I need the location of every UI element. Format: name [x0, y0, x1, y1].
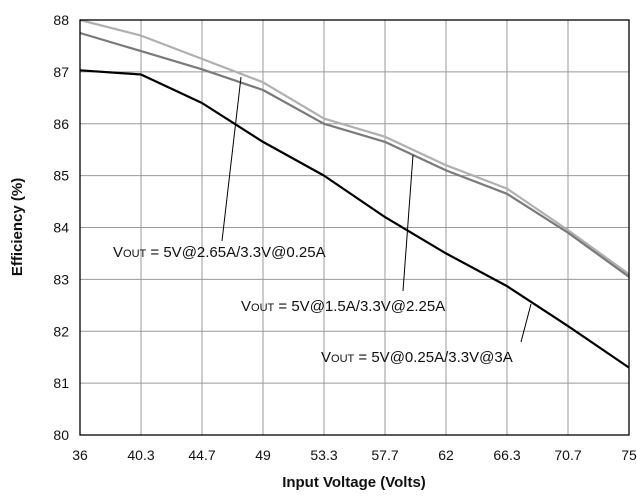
series-line-2: [79, 31, 630, 278]
series-lines: [79, 18, 630, 369]
x-tick-label: 70.7: [554, 447, 581, 463]
x-tick-label: 75: [621, 447, 637, 463]
y-tick-label: 87: [53, 64, 69, 80]
series-line-3: [79, 69, 630, 369]
x-tick-label: 40.3: [127, 447, 154, 463]
y-tick-label: 80: [53, 427, 69, 443]
x-tick-label: 57.7: [371, 447, 398, 463]
y-tick-label: 86: [53, 116, 69, 132]
y-tick-label: 84: [53, 220, 69, 236]
plot-frame: [79, 19, 630, 436]
tick-labels: 36 40.3 44.7 49 53.3 57.7 62 66.3 70.7 75 80 81 82 83…: [53, 12, 637, 463]
annotations: VOUT = 5V@2.65A/3.3V@0.25A VOUT = 5V@1.5A…: [113, 244, 513, 366]
y-tick-label: 85: [53, 168, 69, 184]
annotation-label-1: VOUT = 5V@2.65A/3.3V@0.25A: [113, 244, 326, 261]
annotation-label-3: VOUT = 5V@0.25A/3.3V@3A: [321, 349, 513, 366]
series-line-1: [79, 18, 630, 276]
grid: [80, 20, 629, 435]
annotation-leader-1: [221, 76, 242, 242]
x-tick-label: 44.7: [188, 447, 215, 463]
y-tick-label: 81: [53, 375, 69, 391]
x-tick-label: 53.3: [310, 447, 337, 463]
y-tick-label: 83: [53, 271, 69, 287]
annotation-leaders: [221, 76, 532, 343]
annotation-leader-3: [520, 303, 532, 343]
x-axis-title: Input Voltage (Volts): [282, 474, 426, 491]
x-tick-label: 49: [255, 447, 271, 463]
x-tick-label: 66.3: [493, 447, 520, 463]
y-tick-label: 88: [53, 12, 69, 28]
annotation-leader-2: [402, 154, 414, 292]
y-axis-title: Efficiency (%): [9, 178, 26, 276]
y-tick-label: 82: [53, 323, 69, 339]
annotation-label-2: VOUT = 5V@1.5A/3.3V@2.25A: [241, 298, 445, 315]
x-tick-label: 62: [438, 447, 454, 463]
x-tick-label: 36: [72, 447, 88, 463]
